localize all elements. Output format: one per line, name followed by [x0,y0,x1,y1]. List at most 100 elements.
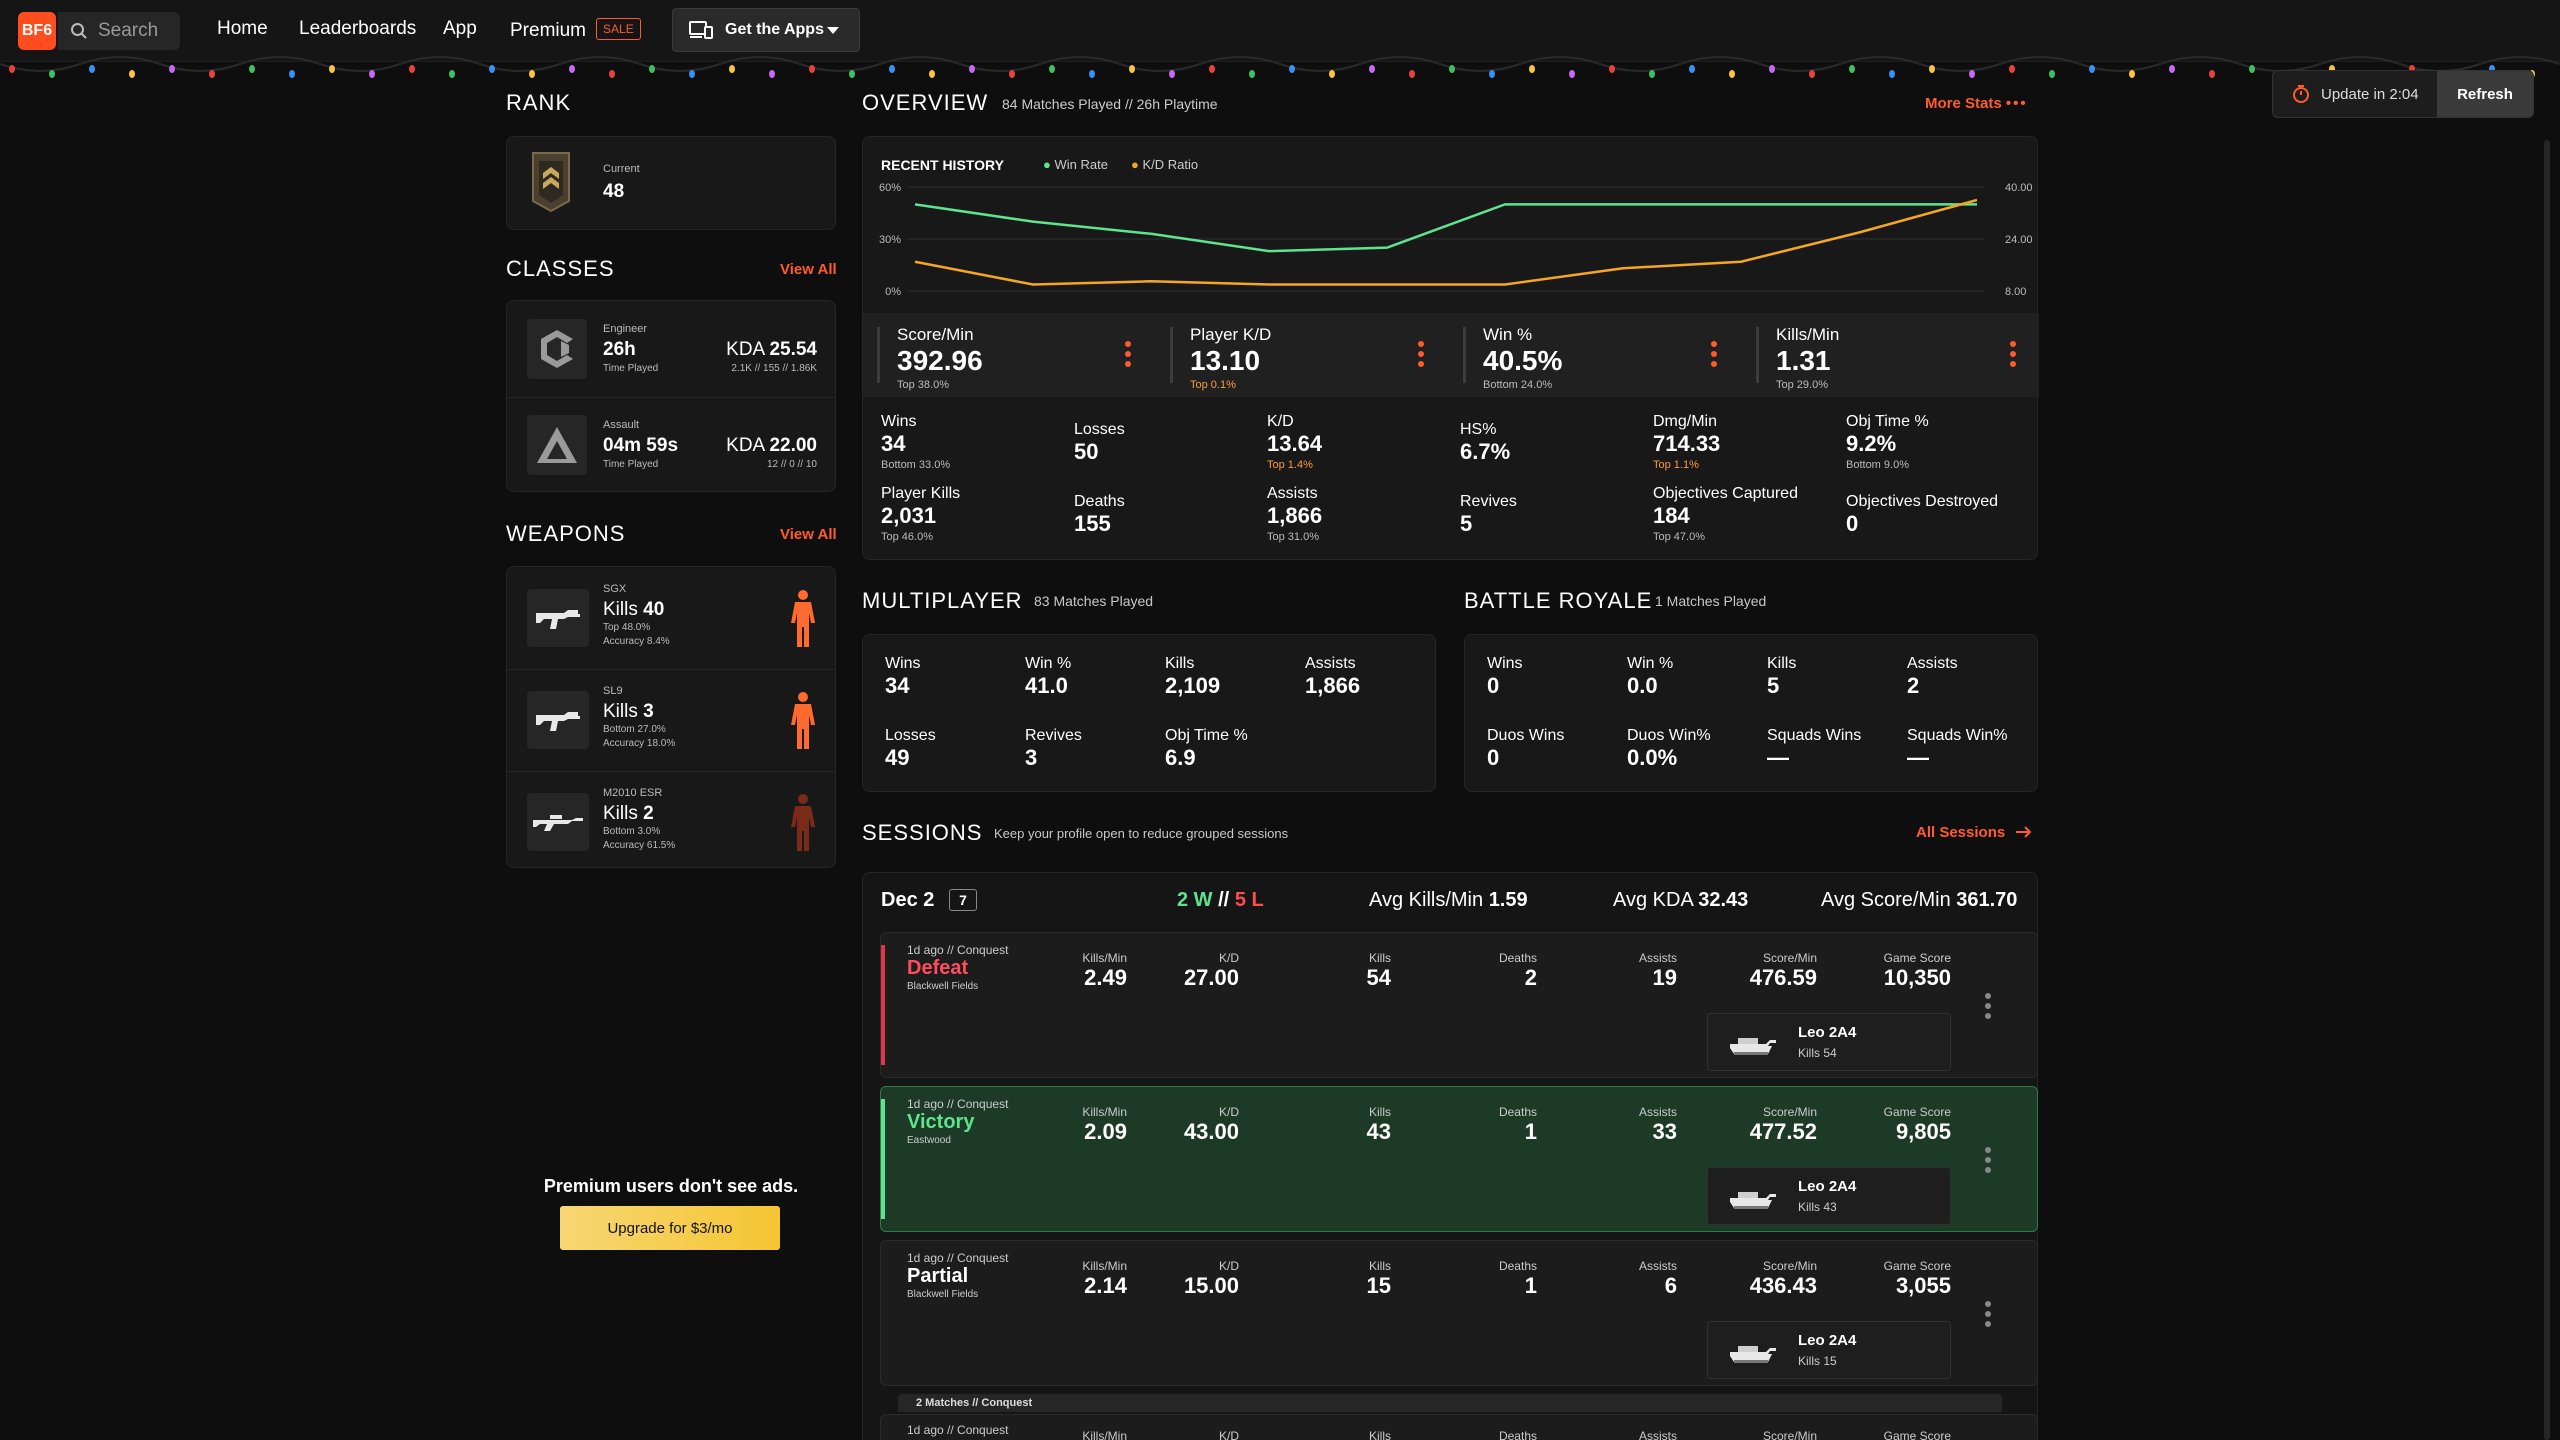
overview-stat-value: 34 [881,431,906,456]
match-meta: 1d ago // Conquest [907,1251,1009,1265]
match-stat-value: 477.52 [1749,1119,1817,1144]
match-more-icon[interactable] [1985,993,1991,1023]
vehicle-kills: Kills 54 [1798,1046,1837,1060]
light-bulb [1409,70,1415,78]
weapon-row[interactable]: SL9 Kills 3 Bottom 27.0% Accuracy 18.0% [507,669,835,771]
more-stats-link[interactable]: More Stats ••• [1925,95,2028,112]
stat-accent-bar [1170,327,1173,383]
match-stat-value: 476.59 [1749,965,1817,990]
dot [1985,1321,1991,1327]
match-more-icon[interactable] [1985,1147,1991,1177]
weapon-accuracy: Accuracy 18.0% [603,738,676,749]
mode-stat: Duos Wins 0 [1487,727,1564,771]
nav-premium[interactable]: Premium SALE [510,18,641,42]
nav-home[interactable]: Home [217,18,268,39]
match-stat-value: 43 [1366,1119,1391,1144]
nav-leaderboards[interactable]: Leaderboards [299,18,417,39]
overview-stat: K/D 13.64 Top 1.4% [1267,413,1322,471]
match-meta: 1d ago // Conquest [907,1097,1009,1111]
vehicle-card[interactable]: Leo 2A4 Kills 54 [1707,1013,1951,1071]
mode-stat: Kills 2,109 [1165,655,1220,699]
mode-stat-value: — [1767,745,1789,770]
match-card-partial[interactable]: 1d ago // Conquest Partial Blackwell Field… [880,1240,2038,1386]
light-bulb [249,65,255,73]
light-bulb [649,65,655,73]
light-bulb [1609,65,1615,73]
light-bulb [289,70,295,78]
light-bulb [1969,70,1975,78]
avg-score-min: Avg Score/Min 361.70 [1821,889,2017,912]
nav-app[interactable]: App [443,18,477,39]
mode-stat-label: Assists [1907,655,1958,672]
overview-stat-value: 155 [1074,511,1111,536]
weapon-kills-value: 2 [643,803,654,824]
match-stat: Score/Min 477.52 [1750,1105,1817,1145]
dot [1985,1311,1991,1317]
match-map: Eastwood [907,1135,951,1146]
overview-stat-value: 714.33 [1653,431,1721,456]
match-stat-label: Game Score [1883,1259,1951,1273]
all-sessions-link[interactable]: All Sessions [1916,824,2033,841]
hit-zone-body-icon [789,589,817,654]
match-stat-label: Assists [1638,951,1677,965]
light-bulb [529,70,535,78]
light-bulb [1729,70,1735,78]
divider [507,397,835,398]
refresh-button[interactable]: Refresh [2437,71,2533,117]
weapon-kills: Kills 3 [603,701,654,723]
bf6-logo[interactable]: BF6 [18,12,56,50]
match-stat-label: Kills [1368,1259,1391,1273]
match-card-defeat[interactable]: 1d ago // Conquest Defeat Blackwell Fields… [880,932,2038,1078]
overview-stat: Losses 50 [1074,421,1125,465]
weapon-row[interactable]: M2010 ESR Kills 2 Bottom 3.0% Accuracy 61.5… [507,771,835,873]
match-card-victory[interactable]: 1d ago // Conquest Victory Eastwood Kills/M… [880,1086,2038,1232]
get-the-apps-button[interactable]: Get the Apps [672,8,860,52]
mode-stat-label: Wins [885,655,921,672]
match-card-partial-visible[interactable]: 1d ago // Conquest Kills/Min K/D Kills Deat… [880,1414,2038,1440]
more-icon: ••• [2005,95,2028,112]
chart-right-tick: 40.00 [2005,182,2033,194]
weapon-row[interactable]: SGX Kills 40 Top 48.0% Accuracy 8.4% [507,567,835,669]
class-row-assault[interactable]: Assault 04m 59s Time Played KDA 22.00 12… [507,397,835,493]
class-row-engineer[interactable]: Engineer 26h Time Played KDA 25.54 2.1K … [507,301,835,397]
avg-kills-min: Avg Kills/Min 1.59 [1369,889,1528,912]
more-stats-label: More Stats [1925,95,2002,112]
tank-icon [1726,1338,1776,1371]
match-stat-label: K/D [1218,1105,1239,1119]
light-bulb [409,65,415,73]
more-options-icon[interactable] [1418,341,1424,371]
more-options-icon[interactable] [2010,341,2016,371]
mode-stat-label: Revives [1025,727,1082,744]
vehicle-card[interactable]: Leo 2A4 Kills 43 [1707,1167,1951,1225]
match-stat-label: K/D [1218,951,1239,965]
dot [1711,341,1717,347]
mode-stat-value: 0.0% [1627,745,1678,770]
mode-stat-label: Squads Wins [1767,727,1862,744]
match-stat-label: Score/Min [1762,1105,1817,1119]
match-stat-value: 1 [1524,1119,1537,1144]
top-stat-label: Player K/D [1190,325,1272,344]
classes-view-all[interactable]: View All [780,261,837,278]
mode-stat-label: Win % [1627,655,1674,672]
match-stat-label: Assists [1638,1105,1677,1119]
mode-stat: Duos Win% 0.0% [1627,727,1711,771]
mode-stat: Wins 34 [885,655,921,699]
page-scrollbar[interactable] [2544,140,2550,1440]
match-stat: Assists 6 [1639,1259,1677,1299]
weapon-image-icon [527,691,589,749]
more-options-icon[interactable] [1711,341,1717,371]
mode-stat: Win % 0.0 [1627,655,1673,699]
more-options-icon[interactable] [1125,341,1131,371]
search-input[interactable]: Search [58,12,180,50]
overview-stat-value: 50 [1074,439,1099,464]
overview-stat-rank: Bottom 33.0% [881,459,951,471]
upgrade-button[interactable]: Upgrade for $3/mo [560,1206,780,1250]
weapon-rank: Top 48.0% [603,622,651,633]
mode-stat-value: 2,109 [1165,673,1221,698]
weapon-kills-value: 3 [643,701,654,722]
weapons-view-all[interactable]: View All [780,526,837,543]
timer-icon [2293,85,2309,103]
vehicle-card[interactable]: Leo 2A4 Kills 15 [1707,1321,1951,1379]
rank-card: Current 48 [506,136,836,230]
match-more-icon[interactable] [1985,1301,1991,1331]
